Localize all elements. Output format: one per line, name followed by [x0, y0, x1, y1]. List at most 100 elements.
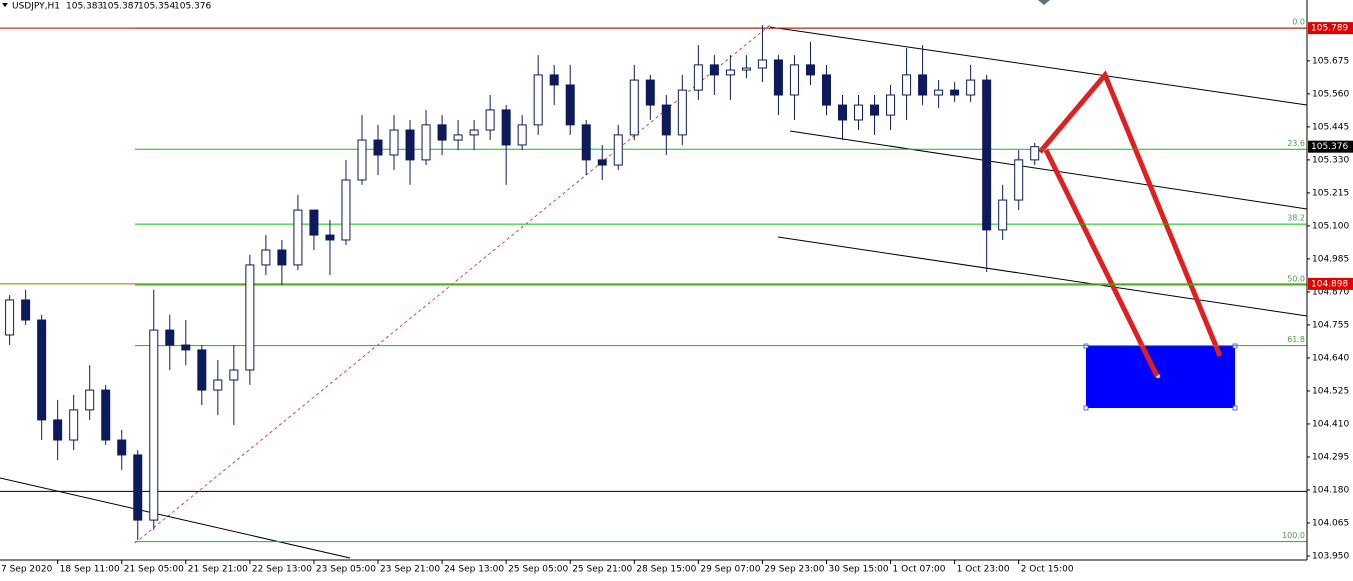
candle-body: [693, 64, 703, 91]
candle-body: [261, 249, 271, 266]
y-tick-label: 105.330: [1312, 155, 1349, 165]
candle-body: [741, 67, 751, 71]
y-tick-label: 104.295: [1312, 452, 1349, 462]
projection-arrow: [1038, 70, 1223, 357]
candle-body: [902, 74, 912, 96]
x-tick-label: 28 Sep 15:00: [636, 565, 696, 575]
candle-body: [389, 129, 399, 156]
candle-body: [934, 89, 944, 96]
candle-body: [1030, 146, 1040, 161]
candle-body: [854, 104, 864, 121]
candle-body: [757, 59, 767, 69]
candle-body: [229, 369, 239, 381]
x-tick-label: 30 Sep 15:00: [828, 565, 888, 575]
candle-body: [437, 124, 447, 141]
fib-label: 23.6: [1287, 139, 1305, 148]
handle[interactable]: [1232, 405, 1238, 411]
candle-body: [277, 249, 287, 266]
candle-body: [341, 179, 351, 241]
y-tick-label: 104.180: [1312, 485, 1349, 495]
candle-body: [501, 109, 511, 146]
candle-body: [998, 199, 1008, 231]
x-tick-label: 21 Sep 21:00: [188, 565, 248, 575]
symbol: USDJPY,H1: [12, 2, 60, 12]
candle-body: [453, 134, 463, 141]
price-label-bg: [1308, 22, 1353, 35]
candle-body: [838, 104, 848, 121]
candle-body: [117, 439, 127, 456]
header-price: 105.354: [138, 2, 175, 12]
candle-body: [421, 124, 431, 161]
x-tick-label: 25 Sep 21:00: [572, 565, 632, 575]
y-tick-label: 104.065: [1312, 518, 1349, 528]
candle-body: [213, 379, 223, 391]
candle-body: [181, 344, 191, 351]
plot-layer: 0.0 23.6 38.2 50.0 61.8 100.0: [0, 18, 1307, 543]
price-label: 105.376: [1311, 142, 1348, 152]
y-tick-label: 104.640: [1312, 353, 1349, 363]
y-tick-label: 105.215: [1312, 188, 1349, 198]
y-tick-label: 105.445: [1312, 122, 1349, 132]
x-tick-label: 22 Sep 13:00: [252, 565, 312, 575]
candle-body: [149, 329, 159, 521]
candle-body: [613, 134, 623, 166]
channel-line: [789, 130, 1308, 210]
candle-body: [1014, 159, 1024, 201]
handle[interactable]: [1083, 405, 1089, 411]
candle-body: [966, 79, 976, 96]
candle-body: [629, 79, 639, 136]
candle-body: [533, 74, 543, 126]
x-tick-label: 2 Oct 15:00: [1021, 565, 1074, 575]
target-zone[interactable]: [1086, 346, 1235, 408]
candle-body: [870, 104, 880, 116]
x-tick-label: 1 Oct 07:00: [893, 565, 946, 575]
price-label: 104.898: [1311, 279, 1348, 289]
candle-body: [85, 389, 95, 411]
candle-body: [677, 89, 687, 136]
header-price: 105.376: [174, 2, 211, 12]
x-tick-label: 29 Sep 07:00: [700, 565, 760, 575]
candle-body: [725, 69, 735, 76]
candle-body: [773, 59, 783, 96]
x-tick-label: 7 Sep 2020: [1, 565, 53, 575]
candle-body: [789, 64, 799, 96]
y-tick-label: 104.985: [1312, 254, 1349, 264]
candle-body: [69, 409, 79, 441]
projection-arrow: [1043, 148, 1160, 378]
candle-body: [293, 209, 303, 266]
candle-body: [37, 319, 47, 421]
candle-body: [597, 159, 607, 166]
y-tick-label: 104.410: [1312, 419, 1349, 429]
candle-body: [549, 74, 559, 86]
candle-body: [485, 109, 495, 131]
candle-body: [245, 264, 255, 371]
candle-body: [661, 104, 671, 136]
candle-body: [101, 389, 111, 441]
candle-body: [165, 329, 175, 346]
fib-label: 50.0: [1287, 275, 1305, 284]
y-tick-label: 104.525: [1312, 386, 1349, 396]
fib-label: 100.0: [1282, 531, 1305, 540]
candle-body: [405, 129, 415, 161]
y-tick-label: 105.560: [1312, 89, 1349, 99]
candle-body: [133, 454, 143, 521]
y-tick-label: 104.870: [1312, 287, 1349, 297]
candle-body: [21, 299, 31, 321]
candle-body: [805, 64, 815, 76]
candle-body: [886, 94, 896, 116]
candle-body: [197, 349, 207, 391]
channel-line: [769, 26, 1308, 106]
candle-body: [53, 419, 63, 441]
fib-label: 38.2: [1287, 214, 1305, 223]
candle-body: [950, 89, 960, 96]
x-tick-label: 29 Sep 23:00: [764, 565, 824, 575]
candle-body: [565, 84, 575, 126]
candle-body: [918, 74, 928, 96]
x-tick-label: 25 Sep 05:00: [508, 565, 568, 575]
candle-body: [821, 74, 831, 106]
x-tick-label: 23 Sep 05:00: [316, 565, 376, 575]
menu-arrow[interactable]: [2, 3, 8, 7]
scroll-marker[interactable]: [1038, 0, 1050, 5]
